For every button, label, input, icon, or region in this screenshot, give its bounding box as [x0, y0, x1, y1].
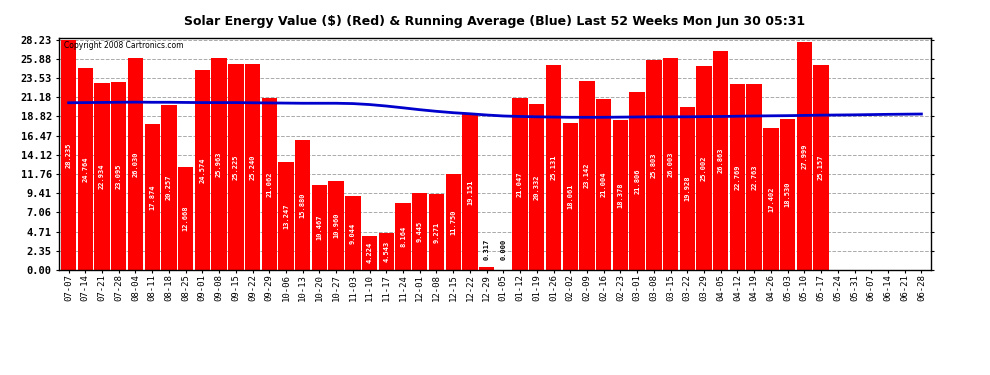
- Bar: [663, 58, 678, 270]
- Bar: [529, 104, 545, 270]
- Text: 17.874: 17.874: [149, 184, 155, 210]
- Text: 12.668: 12.668: [182, 206, 189, 231]
- Bar: [797, 42, 812, 270]
- Bar: [429, 194, 445, 270]
- Bar: [312, 184, 327, 270]
- Text: 11.750: 11.750: [450, 209, 456, 235]
- Bar: [613, 120, 628, 270]
- Bar: [295, 141, 311, 270]
- Text: Copyright 2008 Cartronics.com: Copyright 2008 Cartronics.com: [63, 41, 183, 50]
- Bar: [763, 128, 778, 270]
- Bar: [261, 98, 277, 270]
- Text: 4.543: 4.543: [383, 241, 389, 262]
- Text: 22.769: 22.769: [735, 164, 741, 190]
- Text: 17.402: 17.402: [768, 186, 774, 212]
- Text: 25.002: 25.002: [701, 155, 707, 181]
- Bar: [696, 66, 712, 270]
- Bar: [395, 203, 411, 270]
- Text: 18.530: 18.530: [785, 182, 791, 207]
- Text: 19.151: 19.151: [467, 179, 473, 205]
- Text: 25.225: 25.225: [233, 154, 239, 180]
- Text: 25.963: 25.963: [216, 152, 222, 177]
- Bar: [77, 68, 93, 270]
- Text: 8.164: 8.164: [400, 226, 406, 248]
- Text: 9.044: 9.044: [349, 222, 355, 244]
- Text: 25.157: 25.157: [818, 154, 824, 180]
- Bar: [378, 233, 394, 270]
- Text: 0.000: 0.000: [500, 239, 506, 260]
- Bar: [195, 69, 210, 270]
- Bar: [646, 60, 661, 270]
- Text: 20.332: 20.332: [534, 174, 540, 200]
- Bar: [346, 196, 360, 270]
- Bar: [579, 81, 595, 270]
- Bar: [730, 84, 745, 270]
- Bar: [562, 123, 578, 270]
- Bar: [462, 114, 477, 270]
- Bar: [630, 92, 644, 270]
- Text: 26.030: 26.030: [133, 151, 139, 177]
- Text: 28.235: 28.235: [65, 142, 71, 168]
- Bar: [61, 40, 76, 270]
- Text: 0.317: 0.317: [484, 239, 490, 260]
- Text: 19.928: 19.928: [684, 176, 690, 201]
- Bar: [746, 84, 762, 270]
- Text: 9.445: 9.445: [417, 221, 423, 242]
- Text: 13.247: 13.247: [283, 203, 289, 229]
- Text: 22.763: 22.763: [751, 164, 757, 190]
- Bar: [111, 82, 127, 270]
- Bar: [228, 64, 244, 270]
- Text: 23.142: 23.142: [584, 163, 590, 188]
- Bar: [412, 193, 428, 270]
- Bar: [145, 124, 160, 270]
- Bar: [278, 162, 294, 270]
- Text: 9.271: 9.271: [434, 222, 440, 243]
- Bar: [362, 236, 377, 270]
- Text: 27.999: 27.999: [801, 143, 808, 168]
- Text: 15.880: 15.880: [300, 192, 306, 218]
- Bar: [513, 98, 528, 270]
- Text: 22.934: 22.934: [99, 164, 105, 189]
- Text: 26.003: 26.003: [667, 151, 673, 177]
- Text: 21.047: 21.047: [517, 171, 523, 197]
- Text: 24.764: 24.764: [82, 156, 88, 182]
- Text: 21.062: 21.062: [266, 171, 272, 197]
- Text: 10.467: 10.467: [317, 214, 323, 240]
- Text: 23.095: 23.095: [116, 163, 122, 189]
- Bar: [212, 58, 227, 270]
- Bar: [128, 58, 144, 270]
- Bar: [329, 181, 344, 270]
- Bar: [178, 166, 193, 270]
- Bar: [479, 267, 494, 270]
- Bar: [94, 83, 110, 270]
- Text: 20.257: 20.257: [166, 175, 172, 200]
- Text: 21.004: 21.004: [601, 172, 607, 197]
- Bar: [679, 107, 695, 270]
- Text: 26.863: 26.863: [718, 148, 724, 173]
- Bar: [545, 65, 561, 270]
- Bar: [446, 174, 461, 270]
- Text: 21.806: 21.806: [635, 168, 641, 194]
- Bar: [596, 99, 612, 270]
- Text: 25.803: 25.803: [650, 152, 656, 177]
- Text: 25.131: 25.131: [550, 155, 556, 180]
- Bar: [814, 65, 829, 270]
- Bar: [713, 51, 729, 270]
- Text: 18.378: 18.378: [618, 182, 624, 208]
- Bar: [780, 119, 795, 270]
- Text: 10.960: 10.960: [334, 213, 340, 238]
- Text: Solar Energy Value ($) (Red) & Running Average (Blue) Last 52 Weeks Mon Jun 30 0: Solar Energy Value ($) (Red) & Running A…: [184, 15, 806, 28]
- Bar: [161, 105, 176, 270]
- Text: 25.240: 25.240: [249, 154, 255, 180]
- Text: 24.574: 24.574: [199, 157, 205, 183]
- Text: 4.224: 4.224: [366, 242, 372, 263]
- Text: 18.061: 18.061: [567, 184, 573, 209]
- Bar: [245, 64, 260, 270]
